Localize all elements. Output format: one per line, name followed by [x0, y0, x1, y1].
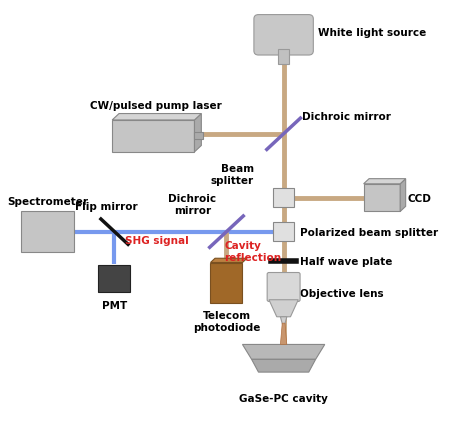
Text: CW/pulsed pump laser: CW/pulsed pump laser — [90, 101, 221, 111]
Text: Half wave plate: Half wave plate — [300, 257, 392, 267]
Text: Beam
splitter: Beam splitter — [211, 164, 254, 185]
Bar — [273, 189, 294, 208]
Text: Dichroic
mirror: Dichroic mirror — [168, 193, 216, 215]
FancyBboxPatch shape — [254, 16, 313, 56]
Text: Spectrometer: Spectrometer — [7, 197, 88, 207]
Text: Polarized beam splitter: Polarized beam splitter — [300, 227, 438, 237]
Bar — [364, 184, 400, 212]
Polygon shape — [269, 300, 298, 317]
Bar — [21, 212, 73, 252]
Bar — [273, 222, 294, 242]
Text: GaSe-PC cavity: GaSe-PC cavity — [239, 393, 328, 403]
Bar — [99, 265, 130, 293]
Polygon shape — [281, 323, 287, 345]
FancyBboxPatch shape — [267, 273, 300, 302]
Bar — [194, 133, 203, 140]
Polygon shape — [194, 114, 201, 153]
Polygon shape — [243, 345, 325, 360]
Text: SHG signal: SHG signal — [125, 235, 189, 245]
Polygon shape — [364, 179, 406, 184]
Text: Dichroic mirror: Dichroic mirror — [302, 112, 391, 122]
Text: PMT: PMT — [102, 300, 127, 310]
Polygon shape — [112, 114, 201, 121]
Text: Objective lens: Objective lens — [300, 289, 383, 299]
Text: Flip mirror: Flip mirror — [75, 202, 138, 212]
Bar — [278, 49, 289, 64]
Text: White light source: White light source — [318, 28, 426, 37]
Text: Cavity
reflection: Cavity reflection — [224, 241, 281, 262]
Bar — [112, 121, 194, 153]
Text: Telecom
photodiode: Telecom photodiode — [193, 311, 260, 332]
Bar — [210, 263, 243, 303]
Polygon shape — [210, 259, 247, 263]
Polygon shape — [400, 179, 406, 212]
Polygon shape — [252, 360, 316, 372]
Polygon shape — [281, 317, 287, 325]
Text: CCD: CCD — [407, 193, 431, 203]
